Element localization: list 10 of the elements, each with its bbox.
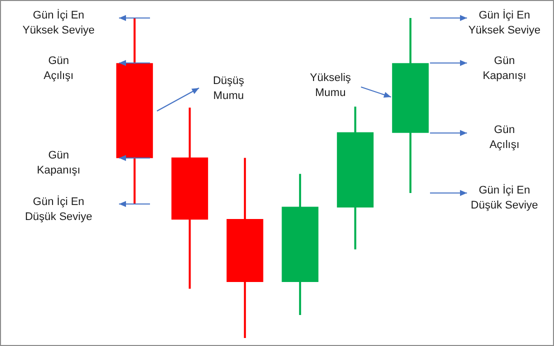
text: Gün İçi En Düşük Seviye (24, 194, 92, 223)
text: Gün Açılışı (489, 124, 520, 152)
annotation: Düşüş Mumu (212, 74, 245, 102)
text: Gün Açılışı (44, 54, 74, 82)
text: Gün Kapanışı (482, 54, 526, 82)
annotation: Yükseliş Mumu (310, 72, 352, 99)
text: Gün İçi En Yüksek Seviye (22, 8, 95, 37)
text: Gün Kapanışı (36, 149, 80, 176)
text: Gün İçi En Yüksek Seviye (468, 8, 540, 37)
text: Gün İçi En Düşük Seviye (470, 184, 538, 212)
